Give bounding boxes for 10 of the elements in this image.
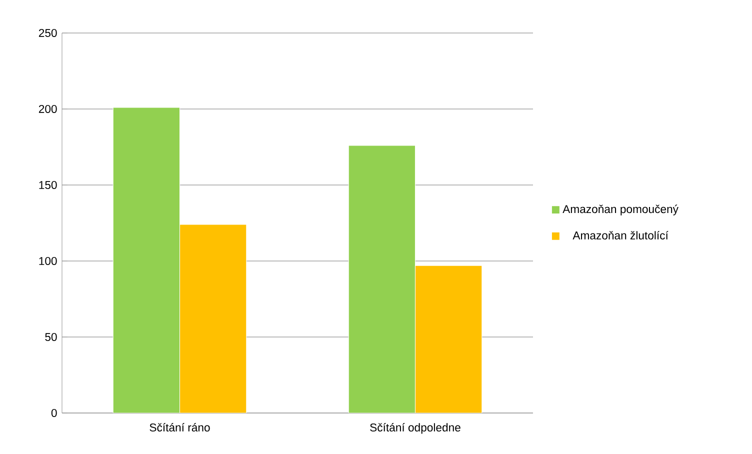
y-tick-label: 0 (51, 408, 57, 418)
legend-label: Amazoňan žlutolící (572, 231, 668, 240)
y-tick-label: 150 (39, 180, 57, 190)
x-tick-label: Sčítání ráno (150, 423, 210, 432)
y-tick-label: 250 (38, 28, 57, 37)
y-tick-label: 50 (45, 332, 57, 342)
x-tick-label: Sčítání odpoledne (370, 423, 460, 434)
legend-label: Amazoňan pomoučený (562, 204, 678, 216)
y-tick-label: 100 (39, 256, 57, 266)
y-tick-label: 200 (38, 104, 57, 114)
